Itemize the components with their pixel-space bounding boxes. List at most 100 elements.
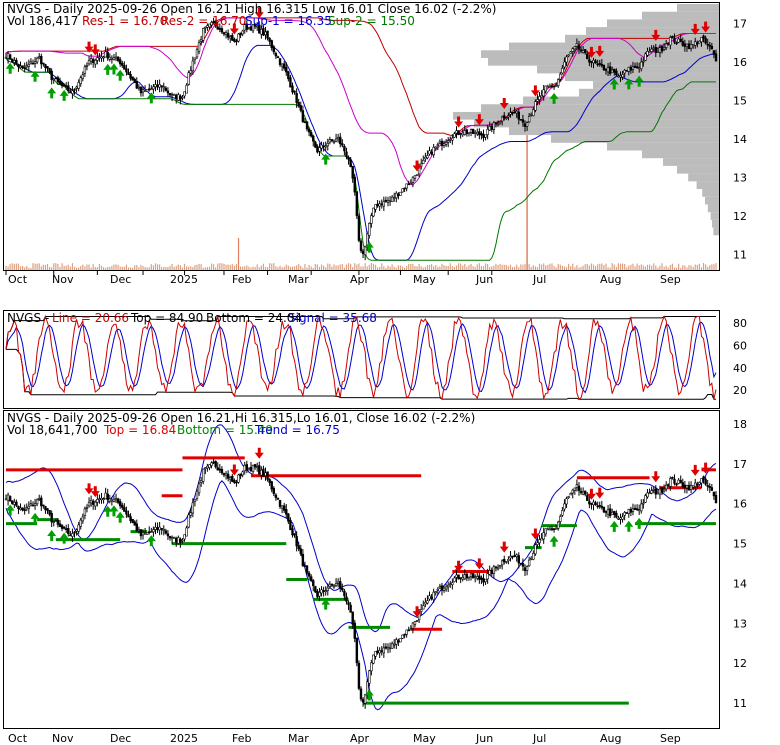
- trend-candle-body: [542, 532, 545, 540]
- trend-candle-body: [21, 507, 24, 511]
- volume-bar: [335, 265, 337, 270]
- trend-candle-body: [390, 643, 394, 649]
- trend-candle-body: [415, 620, 419, 622]
- trend-candle-body: [270, 481, 273, 490]
- volume-bar: [430, 264, 433, 270]
- sup1-label: Sup-1 = 16.35: [245, 14, 332, 28]
- trend-candle-body: [345, 596, 348, 602]
- trend-candle-body: [121, 504, 124, 508]
- trend-candle-body: [525, 566, 529, 571]
- volume-bar: [499, 263, 501, 270]
- volume-bar: [603, 265, 605, 270]
- buy-arrow: [109, 63, 119, 75]
- volume-bar: [63, 265, 65, 270]
- volume-bar: [71, 263, 74, 270]
- trend-candle-body: [164, 530, 168, 534]
- volume-bar: [345, 264, 348, 270]
- volume-bar: [352, 267, 354, 270]
- trend-candle-body: [247, 467, 251, 470]
- osc-y-tick: 40: [733, 362, 747, 375]
- price-candle-body: [320, 144, 323, 149]
- trend-y-tick: 13: [733, 617, 747, 630]
- trend-candle-body: [384, 646, 388, 649]
- trend-candle-body: [353, 622, 356, 639]
- price-candle-body: [339, 136, 342, 145]
- trend-candle-body: [436, 588, 440, 591]
- trend-candle-body: [610, 511, 614, 515]
- price-candle-body: [496, 123, 500, 126]
- osc-y-tick: 60: [733, 340, 747, 353]
- trend-candle-body: [13, 501, 16, 505]
- price-candle-body: [195, 49, 199, 58]
- trend-candle-body: [339, 581, 342, 589]
- osc-bottom-band: [6, 348, 716, 400]
- trend-candle-body: [442, 587, 446, 591]
- volume-bar: [514, 266, 516, 270]
- price-candle-body: [264, 31, 267, 36]
- trend-candle-body: [679, 480, 682, 483]
- price-candle-body: [413, 175, 417, 179]
- price-candle-body: [500, 116, 504, 122]
- trend-candle-body: [623, 512, 626, 516]
- trend-candle-body: [376, 650, 379, 653]
- trend-candle-body: [446, 584, 450, 588]
- trend-candle-body: [438, 586, 442, 589]
- price-y-tick: 11: [733, 249, 747, 262]
- lower-band-line: [5, 44, 717, 261]
- price-candle-body: [71, 90, 74, 94]
- volume-bar: [522, 264, 524, 270]
- trend-candle-body: [455, 574, 458, 578]
- trend-candle-body: [629, 508, 633, 513]
- trend-bottom-label: Bottom = 15.49: [177, 423, 273, 437]
- price-candle-body: [363, 246, 367, 256]
- price-y-tick: 17: [733, 17, 747, 30]
- trend-candle-body: [33, 503, 37, 506]
- price-candle-body: [154, 84, 157, 88]
- trend-candle-body: [158, 526, 161, 531]
- volume-bar: [424, 266, 426, 270]
- trend-candle-body: [67, 528, 70, 535]
- volume-bar: [285, 264, 287, 270]
- price-candle-body: [714, 53, 718, 62]
- trend-candle-body: [110, 499, 114, 502]
- price-candle-body: [457, 130, 460, 135]
- price-candle-body: [635, 66, 639, 69]
- price-candle-body: [104, 51, 107, 58]
- volume-bar: [339, 264, 341, 270]
- trend-candle-body: [6, 494, 10, 501]
- trend-candle-body: [239, 473, 242, 477]
- price-candle-body: [608, 66, 612, 74]
- trend-candle-body: [280, 505, 284, 509]
- price-candle-body: [625, 70, 628, 72]
- volume-bar: [715, 263, 717, 270]
- volume-bar: [609, 267, 611, 270]
- trend-candle-body: [336, 581, 340, 584]
- volume-bar: [192, 266, 194, 270]
- trend-candle-body: [563, 503, 566, 510]
- price-candle-body: [627, 66, 631, 72]
- price-x-tick: Dec: [110, 273, 131, 286]
- volume-bar: [75, 267, 78, 270]
- volume-bar: [111, 266, 113, 270]
- volume-bar: [451, 266, 453, 270]
- trend-candle-body: [309, 576, 313, 581]
- volume-bar: [252, 266, 254, 270]
- price-candle-body: [559, 73, 562, 80]
- volume-profile-bar: [696, 181, 719, 190]
- trend-candle-body: [116, 498, 120, 503]
- price-candle-body: [29, 61, 33, 64]
- trend-candle-body: [50, 513, 53, 523]
- price-candle-body: [75, 86, 78, 89]
- price-candle-body: [540, 95, 543, 98]
- sell-arrow: [595, 487, 605, 499]
- trend-candle-body: [550, 528, 554, 530]
- trend-x-tick: Nov: [52, 732, 74, 745]
- trend-candle-body: [320, 589, 323, 594]
- price-candle-body: [473, 132, 477, 134]
- price-candle-body: [368, 223, 371, 236]
- price-candle-body: [13, 60, 16, 63]
- trend-candle-body: [62, 527, 66, 529]
- volume-bar: [107, 266, 109, 270]
- trend-candle-body: [613, 511, 616, 515]
- price-candle-body: [91, 59, 95, 63]
